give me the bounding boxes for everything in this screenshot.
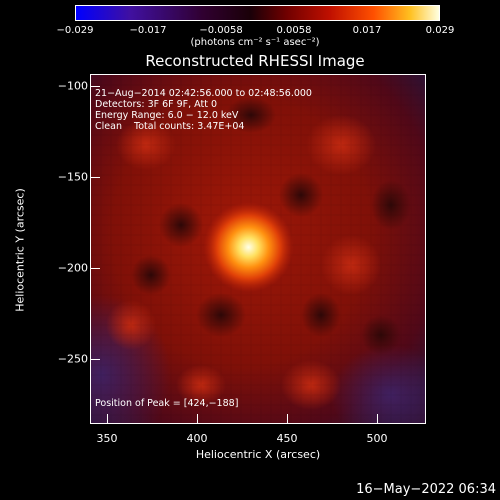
y-tick-label: −100 xyxy=(57,79,88,93)
y-tick-mark xyxy=(91,268,100,269)
y-tick-mark xyxy=(91,359,100,360)
annotation-detectors: Detectors: 3F 6F 9F, Att 0 xyxy=(95,99,218,110)
y-tick-mark xyxy=(91,177,100,178)
timestamp: 16−May−2022 06:34 xyxy=(356,482,496,497)
y-tick-label: −150 xyxy=(57,170,88,184)
colorbar-ticks: −0.029 −0.017 −0.0058 0.0058 0.017 0.029 xyxy=(0,0,500,40)
x-axis-label: Heliocentric X (arcsec) xyxy=(195,448,321,461)
annotation-time-range: 21−Aug−2014 02:42:56.000 to 02:48:56.000 xyxy=(95,88,312,99)
x-tick-label: 450 xyxy=(276,432,298,445)
annotation-energy-range: Energy Range: 6.0 − 12.0 keV xyxy=(95,110,239,121)
y-axis-label: Heliocentric Y (arcsec) xyxy=(13,188,27,312)
colorbar-tick: 0.029 xyxy=(425,25,455,36)
colorbar-tick: −0.017 xyxy=(129,25,167,36)
colorbar-tick: 0.0058 xyxy=(276,25,312,36)
colorbar xyxy=(75,5,440,21)
flare-source xyxy=(203,202,294,293)
x-tick-label: 500 xyxy=(366,432,388,445)
x-tick-label: 400 xyxy=(186,432,208,445)
y-tick-label: −200 xyxy=(57,261,88,275)
x-tick-mark xyxy=(377,414,378,423)
colorbar-tick: 0.017 xyxy=(352,25,382,36)
x-tick-mark xyxy=(197,414,198,423)
image-title: Reconstructed RHESSI Image xyxy=(145,52,365,70)
colorbar-tick: −0.0058 xyxy=(199,25,243,36)
colorbar-unit-label: (photons cm⁻² s⁻¹ asec⁻²) xyxy=(190,37,320,48)
y-tick-mark xyxy=(91,86,100,87)
rhessi-image xyxy=(91,75,425,423)
annotation-peak-position: Position of Peak = [424,−188] xyxy=(95,398,239,409)
x-tick-mark xyxy=(287,414,288,423)
y-tick-label: −250 xyxy=(57,352,88,366)
colorbar-tick: −0.029 xyxy=(56,25,94,36)
rhessi-image-plot: 21−Aug−2014 02:42:56.000 to 02:48:56.000… xyxy=(90,74,426,424)
x-tick-mark xyxy=(107,414,108,423)
annotation-clean-counts: Clean Total counts: 3.47E+04 xyxy=(95,121,245,132)
x-tick-label: 350 xyxy=(96,432,118,445)
